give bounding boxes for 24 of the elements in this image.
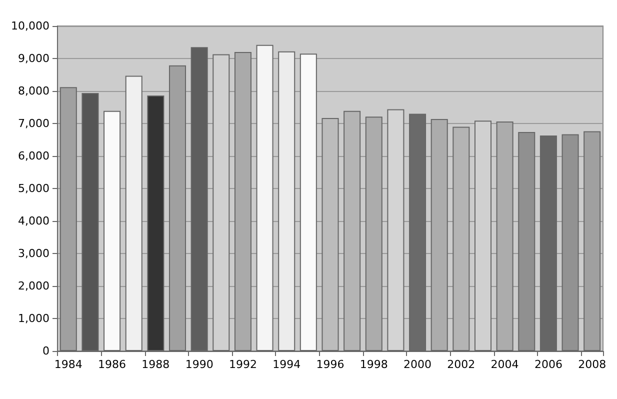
x-tick-label: 1994 (272, 358, 301, 371)
x-tick-label: 1986 (98, 358, 126, 371)
x-tick-label: 2000 (404, 358, 432, 371)
y-tick-label: 6,000 (18, 150, 50, 162)
x-tick-label: 2004 (490, 358, 519, 371)
x-tick-label: 2002 (447, 358, 476, 371)
x-tick-label: 1988 (142, 358, 170, 371)
x-tick-label: 2006 (534, 358, 562, 371)
y-tick-label: 8,000 (18, 84, 50, 98)
y-tick-label: 7,000 (18, 117, 50, 130)
x-tick-label: 1998 (360, 358, 388, 371)
y-tick-label: 1,000 (18, 312, 50, 325)
y-tick-label: 9,000 (18, 52, 50, 65)
y-tick-label: 4,000 (18, 214, 50, 228)
x-tick-label: 2008 (578, 358, 606, 371)
x-tick-label: 1996 (316, 358, 344, 371)
y-tick-label: 2,000 (18, 280, 50, 292)
x-tick-label: 1990 (185, 358, 214, 371)
y-tick-label: 5,000 (18, 182, 50, 195)
y-tick-label: 10,000 (10, 20, 50, 32)
y-tick-label: 0 (42, 344, 50, 358)
x-tick-label: 1992 (228, 358, 257, 371)
x-tick-label: 1984 (54, 358, 82, 371)
y-tick-label: 3,000 (18, 247, 50, 260)
